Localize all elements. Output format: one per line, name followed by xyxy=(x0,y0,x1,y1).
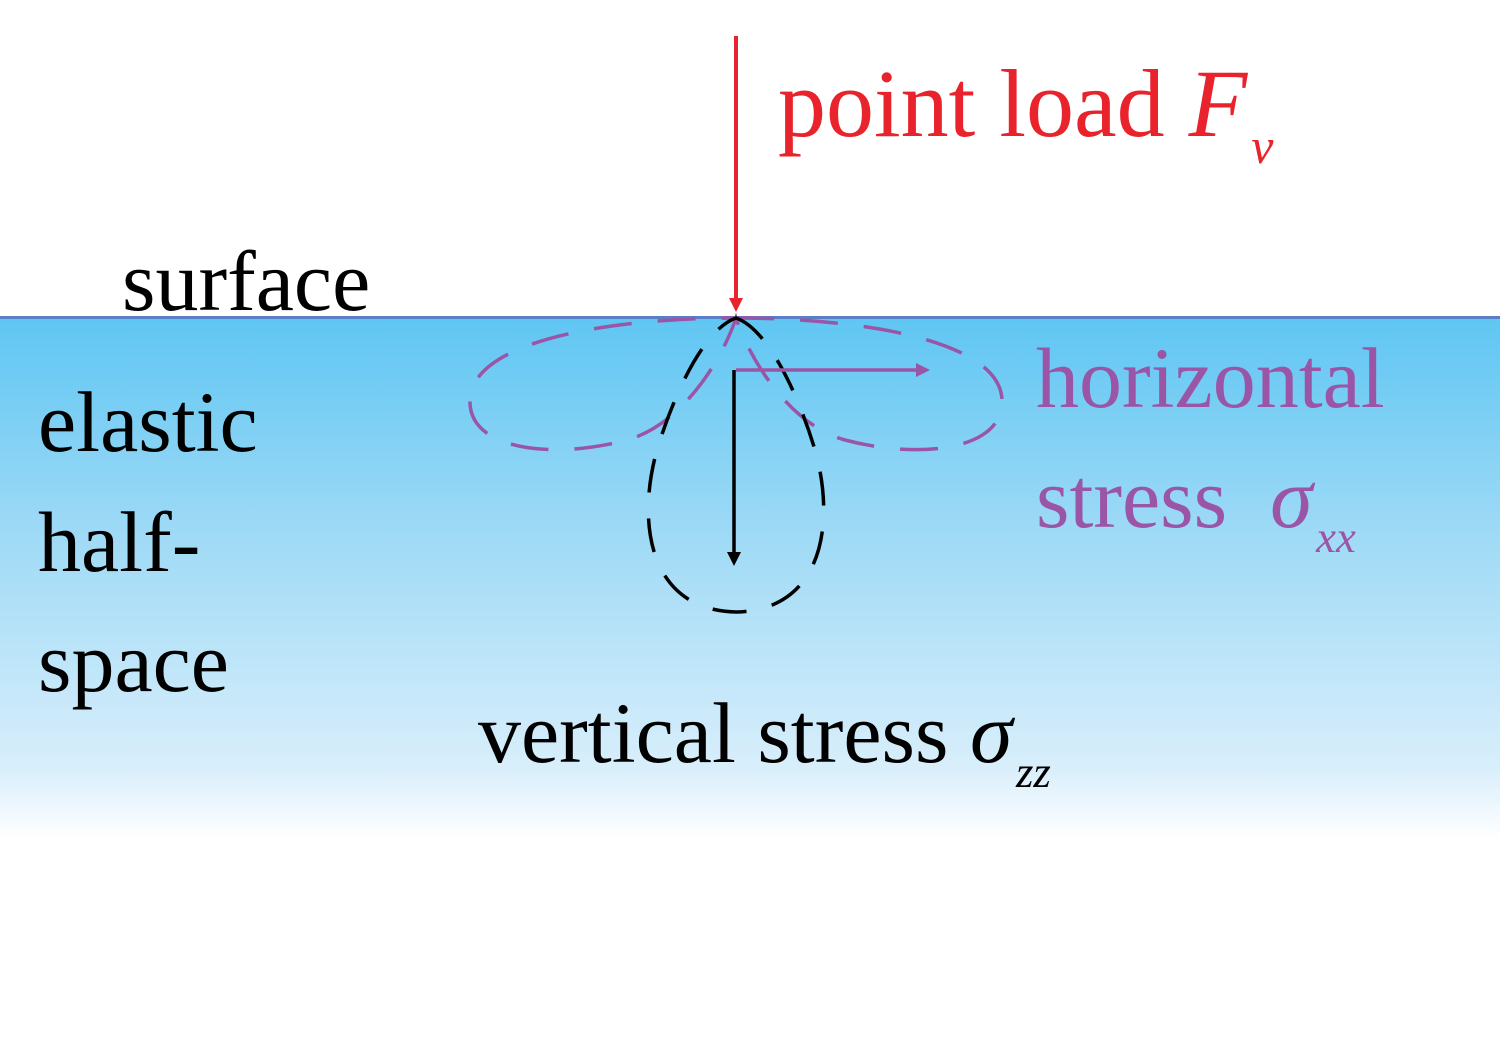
point-load-symbol: F xyxy=(1188,50,1248,157)
horizontal-stress-word: stress xyxy=(1036,450,1228,546)
elastic-halfspace-label: elastic half- space xyxy=(38,362,258,722)
point-load-subscript: v xyxy=(1251,119,1274,175)
halfspace-line-3: space xyxy=(38,614,229,710)
horizontal-stress-subscript: xx xyxy=(1316,511,1356,562)
horizontal-stress-bulb xyxy=(468,312,1004,452)
vertical-stress-bulb xyxy=(646,316,826,614)
vertical-stress-subscript: zz xyxy=(1015,746,1051,797)
point-load-text: point load xyxy=(778,50,1165,157)
surface-label: surface xyxy=(122,238,370,324)
elastic-halfspace-region xyxy=(0,318,1500,1042)
horizontal-line-1: horizontal xyxy=(1036,330,1385,426)
vertical-stress-symbol: σ xyxy=(969,685,1013,781)
horizontal-line-2: stress σxx xyxy=(1036,438,1385,572)
surface-text: surface xyxy=(122,233,371,329)
halfspace-line-1: elastic xyxy=(38,374,258,470)
horizontal-stress-label: horizontal stress σxx xyxy=(1036,318,1385,572)
horizontal-stress-symbol: σ xyxy=(1270,450,1313,546)
point-load-label: point load Fv xyxy=(778,56,1273,172)
vertical-stress-label: vertical stress σzz xyxy=(478,690,1051,794)
vertical-stress-text: vertical stress xyxy=(478,685,949,781)
halfspace-line-2: half- xyxy=(38,494,201,590)
